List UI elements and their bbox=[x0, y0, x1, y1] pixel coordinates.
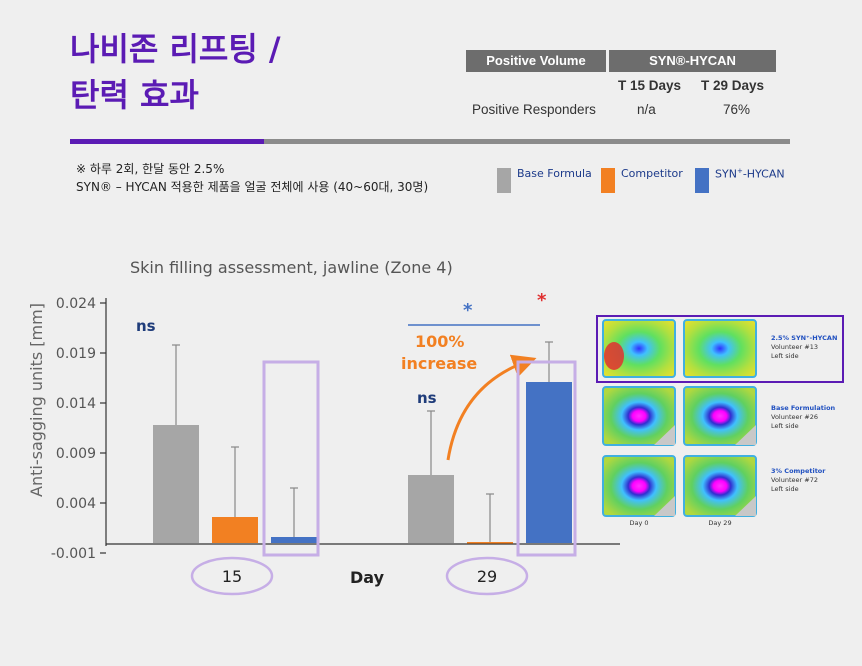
panel-side-comp: Left side bbox=[771, 485, 799, 493]
bar-base-formula-day15 bbox=[153, 425, 199, 543]
highlight-box-day29 bbox=[516, 360, 577, 557]
image-corner-4 bbox=[654, 496, 675, 516]
image-corner-1 bbox=[735, 425, 756, 445]
page-title: 나비존 리프팅 / 탄력 효과 bbox=[70, 26, 281, 118]
increase-arrow bbox=[446, 354, 537, 461]
image-panel-highlight bbox=[596, 315, 844, 383]
panel-side-syn: Left side bbox=[771, 352, 799, 360]
image-corner-2 bbox=[654, 425, 675, 445]
ns-label-day15: ns bbox=[136, 317, 156, 335]
table-value-t29: 76% bbox=[723, 102, 751, 117]
legend-syn-prefix: SYN bbox=[715, 167, 737, 181]
bar-competitor-day29 bbox=[467, 542, 513, 544]
increase-label-word: increase bbox=[401, 354, 477, 373]
panel-volunteer-base: Volunteer #26 bbox=[771, 413, 818, 421]
bar-competitor-day15 bbox=[212, 517, 258, 543]
panel-title-comp: 3% Competitor bbox=[771, 467, 826, 475]
divider-gray bbox=[264, 139, 790, 144]
y-tick-label: 0.024 bbox=[56, 296, 96, 312]
thermal-image-comp-day29 bbox=[683, 455, 757, 517]
x-label-highlight-29 bbox=[445, 556, 529, 596]
panel-title-base: Base Formulation bbox=[771, 404, 836, 412]
significance-star-red: * bbox=[537, 290, 547, 311]
thermal-image-syn-day29 bbox=[683, 319, 757, 378]
legend-swatch-base bbox=[497, 168, 511, 193]
ns-label-day29: ns bbox=[417, 389, 437, 407]
table-col-t15: T 15 Days bbox=[618, 78, 682, 93]
legend-syn-suffix: -HYCAN bbox=[742, 167, 785, 181]
panel-day0: Day 0 bbox=[629, 519, 648, 527]
chart-title: Skin filling assessment, jawline (Zone 4… bbox=[130, 258, 453, 277]
y-tick-label: 0.009 bbox=[56, 446, 96, 462]
legend-label-base: Base Formula bbox=[517, 167, 592, 180]
y-tick-label: 0.014 bbox=[56, 396, 96, 412]
note-line-2: SYN® – HYCAN 적용한 제품을 얼굴 전체에 사용 (40~60대, … bbox=[76, 180, 429, 194]
divider-accent bbox=[70, 139, 264, 144]
x-tick-29: 29 bbox=[477, 567, 497, 586]
panel-volunteer-comp: Volunteer #72 bbox=[771, 476, 818, 484]
bar-syn-hycan-day15 bbox=[271, 537, 317, 543]
legend-label-syn: SYN+-HYCAN bbox=[715, 167, 785, 181]
image-corner-3 bbox=[735, 496, 756, 516]
panel-day29: Day 29 bbox=[708, 519, 731, 527]
thermal-image-base-day29 bbox=[683, 386, 757, 446]
thermal-image-syn-day0 bbox=[602, 319, 676, 378]
y-tick-label: -0.001 bbox=[51, 546, 96, 562]
y-tick-label: 0.019 bbox=[56, 346, 96, 362]
table-col-t29: T 29 Days bbox=[701, 78, 765, 93]
table-header-syn-hycan: SYN®-HYCAN bbox=[609, 50, 776, 72]
highlight-box-day15 bbox=[262, 360, 320, 557]
panel-title-syn: 2.5% SYN⁺-HYCAN bbox=[771, 334, 837, 342]
x-axis-label: Day bbox=[350, 568, 385, 587]
bar-base-formula-day29 bbox=[408, 475, 454, 543]
bar-syn-hycan-day29 bbox=[526, 382, 572, 543]
legend-label-competitor: Competitor bbox=[621, 167, 683, 180]
y-axis-label: Anti-sagging units [mm] bbox=[27, 303, 46, 497]
title-line-1: 나비존 리프팅 / bbox=[70, 30, 281, 68]
x-tick-15: 15 bbox=[222, 567, 242, 586]
thermal-image-base-day0 bbox=[602, 386, 676, 446]
legend-swatch-competitor bbox=[601, 168, 615, 193]
panel-side-base: Left side bbox=[771, 422, 799, 430]
title-line-2: 탄력 효과 bbox=[70, 76, 199, 114]
increase-label-percent: 100% bbox=[415, 332, 464, 351]
table-header-positive-volume: Positive Volume bbox=[466, 50, 606, 72]
table-row-label: Positive Responders bbox=[472, 102, 596, 117]
x-label-highlight-15 bbox=[190, 556, 274, 596]
legend-syn-sup: + bbox=[736, 167, 743, 175]
panel-volunteer-syn: Volunteer #13 bbox=[771, 343, 818, 351]
thermal-image-comp-day0 bbox=[602, 455, 676, 517]
y-tick-label: 0.004 bbox=[56, 496, 96, 512]
note-line-1: ※ 하루 2회, 한달 동안 2.5% bbox=[76, 162, 225, 176]
significance-star-blue: * bbox=[463, 300, 473, 321]
legend-swatch-syn bbox=[695, 168, 709, 193]
table-value-t15: n/a bbox=[637, 102, 656, 117]
